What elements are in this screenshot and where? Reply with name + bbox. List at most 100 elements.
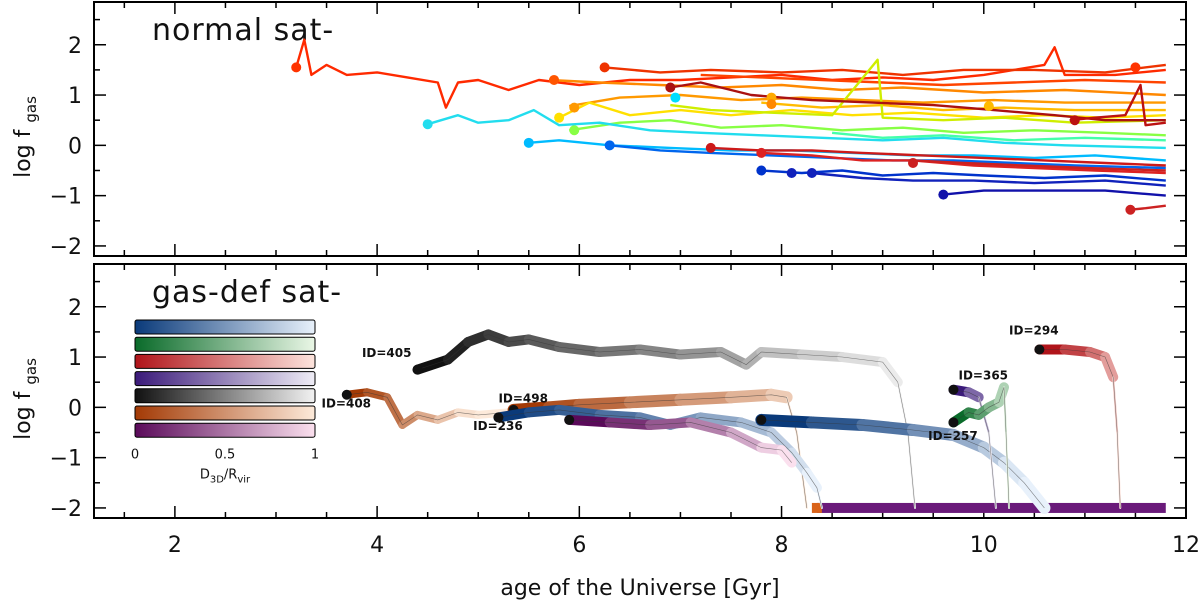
- series-line: [569, 119, 1166, 137]
- start-marker: [291, 62, 302, 73]
- y-tick-label: −2: [50, 497, 82, 522]
- y-tick-label: 0: [68, 396, 82, 421]
- colorbar-purple: [134, 371, 316, 387]
- series-line: [604, 63, 1166, 77]
- y-tick-label: −1: [50, 447, 82, 472]
- y-tick-label: 0: [68, 134, 82, 159]
- start-marker: [908, 157, 918, 168]
- colorbar-tick-label: 1: [311, 447, 319, 462]
- id-label: ID=236: [473, 419, 523, 433]
- start-marker: [569, 125, 580, 136]
- floor-band-start: [811, 502, 822, 513]
- colorbar-label-part: /R: [224, 467, 237, 482]
- y-tick-label: 1: [68, 346, 82, 371]
- start-marker: [766, 99, 777, 110]
- series-line: [609, 144, 1166, 170]
- id-label: ID=365: [959, 369, 1009, 383]
- colorbar-orange: [134, 405, 316, 421]
- start-marker: [1069, 115, 1080, 126]
- start-marker: [599, 62, 610, 73]
- y-axis-subscript: gas: [22, 96, 40, 123]
- colorbar-label-part: 3D: [210, 474, 224, 485]
- series-line: [831, 131, 1166, 142]
- start-marker: [756, 147, 767, 158]
- start-marker: [806, 168, 817, 179]
- plot-frame: [93, 263, 1187, 519]
- colorbar-tick-label: 0: [131, 447, 139, 462]
- ribbon-outline: [498, 409, 823, 508]
- series-line: [427, 108, 1166, 150]
- ribbon-outline: [953, 387, 1010, 508]
- y-tick-label: −1: [50, 185, 82, 210]
- colorbar-green: [134, 336, 316, 352]
- series-line: [670, 58, 1166, 124]
- start-marker: [670, 92, 681, 103]
- start-marker: [523, 137, 534, 148]
- start-marker: [756, 165, 767, 176]
- colorbar-gray: [134, 388, 316, 404]
- series-line: [761, 101, 1166, 112]
- floor-band: [816, 502, 1166, 513]
- y-tick-label: 2: [68, 34, 82, 59]
- start-marker: [549, 74, 560, 85]
- start-marker: [412, 364, 423, 375]
- start-marker: [705, 142, 716, 153]
- series-line: [943, 189, 1166, 197]
- start-marker: [983, 101, 994, 112]
- x-tick-label: 6: [572, 533, 586, 558]
- x-tick-label: 10: [970, 533, 998, 558]
- id-label: ID=408: [322, 396, 372, 410]
- start-marker: [1130, 62, 1141, 73]
- series-line: [1069, 83, 1166, 127]
- ribbon-outline: [1039, 349, 1121, 508]
- plot-frame: [93, 1, 1187, 257]
- ribbon-outline: [569, 419, 792, 463]
- x-tick-label: 12: [1172, 533, 1200, 558]
- id-label: ID=405: [362, 346, 412, 360]
- series-line: [670, 81, 1166, 122]
- colorbar-label-part: D: [200, 467, 210, 482]
- start-marker: [786, 168, 797, 179]
- start-marker: [422, 119, 433, 130]
- y-axis-title: log f gas: [11, 96, 40, 178]
- start-marker: [1125, 204, 1136, 215]
- series-line: [700, 73, 1166, 87]
- series-line: [569, 93, 1166, 108]
- ribbon-outline: [761, 419, 1045, 509]
- start-marker: [569, 102, 580, 113]
- x-tick-label: 8: [775, 533, 789, 558]
- start-marker: [665, 82, 676, 93]
- ribbon-outline: [346, 391, 509, 426]
- y-axis-subscript: gas: [22, 358, 40, 385]
- colorbar-blue: [134, 319, 316, 335]
- colorbar-red: [134, 353, 316, 369]
- panel-title: normal sat-: [152, 13, 334, 48]
- top-panel: −2 −1 0 1 2 log f gas normal sat-: [11, 1, 1187, 260]
- ribbon-outline: [953, 389, 997, 508]
- start-marker: [341, 389, 352, 400]
- series-line: [548, 78, 1166, 97]
- start-marker: [1034, 344, 1045, 355]
- colorbar-label: D3D/Rvir: [200, 467, 251, 485]
- start-marker: [948, 384, 959, 395]
- start-marker: [938, 189, 949, 200]
- x-tick-label: 2: [168, 533, 182, 558]
- id-label: ID=257: [928, 429, 978, 443]
- start-marker: [554, 112, 565, 123]
- start-marker: [756, 414, 767, 425]
- start-marker: [948, 417, 959, 428]
- id-label: ID=294: [1009, 323, 1059, 337]
- start-marker: [604, 140, 615, 151]
- colorbar-tick-label: 0.5: [215, 447, 236, 462]
- series-line: [1130, 204, 1166, 211]
- series-line: [295, 38, 1166, 109]
- series-line: [912, 159, 1166, 172]
- y-tick-label: 2: [68, 296, 82, 321]
- colorbar-label-part: vir: [237, 474, 251, 485]
- id-label: ID=498: [498, 391, 548, 405]
- colorbar-magenta: [134, 422, 316, 438]
- series-line: [811, 171, 1166, 187]
- x-axis-title: age of the Universe [Gyr]: [500, 576, 779, 601]
